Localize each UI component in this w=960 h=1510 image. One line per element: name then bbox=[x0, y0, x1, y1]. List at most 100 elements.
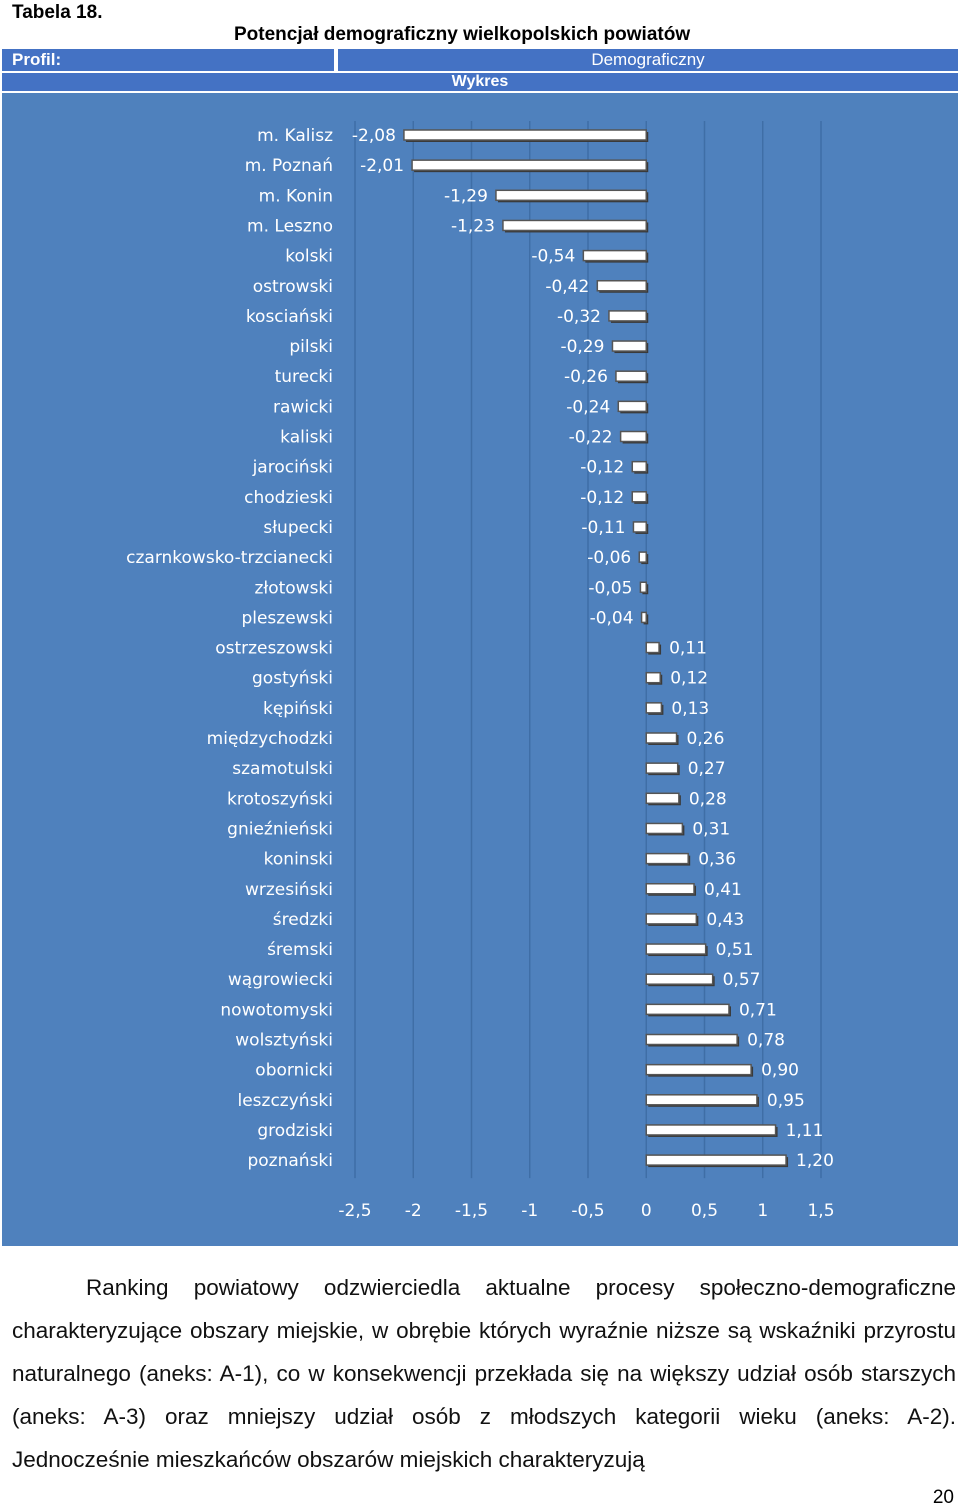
data-label: -0,29 bbox=[560, 337, 604, 357]
bar bbox=[645, 1003, 730, 1016]
data-label: 0,31 bbox=[692, 819, 730, 839]
category-label: ostrzeszowski bbox=[215, 639, 333, 659]
bar bbox=[502, 219, 647, 232]
category-label: kaliski bbox=[280, 428, 333, 448]
bar bbox=[640, 611, 648, 624]
data-label: -0,26 bbox=[564, 367, 608, 387]
category-label: wolsztyński bbox=[235, 1031, 333, 1051]
bar bbox=[495, 189, 647, 202]
bar bbox=[617, 400, 647, 413]
data-label: -0,42 bbox=[545, 277, 589, 297]
bar bbox=[645, 702, 663, 714]
category-label: m. Konin bbox=[259, 186, 333, 206]
data-label: -0,54 bbox=[531, 247, 575, 267]
category-label: ostrowski bbox=[253, 277, 333, 297]
category-label: m. Kalisz bbox=[257, 126, 333, 146]
data-label: 0,43 bbox=[706, 910, 744, 930]
bar bbox=[631, 491, 648, 503]
bar bbox=[645, 1154, 787, 1166]
page-number: 20 bbox=[932, 1487, 954, 1508]
data-label: 0,13 bbox=[671, 699, 709, 719]
bar bbox=[645, 943, 707, 955]
category-label: wrzesiński bbox=[245, 880, 333, 900]
data-label: -0,12 bbox=[580, 488, 624, 508]
bar bbox=[596, 280, 648, 292]
x-tick-label: -2,5 bbox=[338, 1201, 371, 1221]
category-label: pilski bbox=[289, 337, 333, 357]
wykres-label: Wykres bbox=[2, 73, 958, 91]
bar bbox=[645, 913, 698, 925]
data-label: -0,32 bbox=[557, 307, 601, 327]
data-label: 1,20 bbox=[796, 1151, 834, 1171]
category-label: kosciański bbox=[246, 307, 333, 327]
data-label: 0,51 bbox=[716, 940, 754, 960]
data-label: 0,26 bbox=[687, 729, 725, 749]
bar bbox=[645, 852, 689, 865]
category-label: kolski bbox=[285, 247, 333, 267]
page-title: Potencjał demograficzny wielkopolskich p… bbox=[234, 24, 691, 45]
bar bbox=[645, 762, 679, 774]
data-label: 0,41 bbox=[704, 880, 742, 900]
bar bbox=[645, 1063, 752, 1076]
data-label: 0,57 bbox=[723, 970, 761, 990]
bar bbox=[639, 581, 647, 593]
category-label: jarociński bbox=[252, 458, 333, 478]
bar bbox=[645, 1033, 738, 1046]
category-label: turecki bbox=[275, 367, 333, 387]
data-label: 0,27 bbox=[688, 759, 726, 779]
category-label: wągrowiecki bbox=[228, 970, 333, 990]
bar bbox=[615, 370, 648, 382]
data-label: 0,36 bbox=[698, 850, 736, 870]
data-label: 0,71 bbox=[739, 1000, 777, 1020]
bar bbox=[645, 1124, 777, 1136]
data-label: 1,11 bbox=[786, 1121, 824, 1141]
category-label: poznański bbox=[247, 1151, 333, 1171]
category-label: rawicki bbox=[273, 397, 333, 417]
bar bbox=[645, 671, 661, 684]
category-label: międzychodzki bbox=[207, 729, 333, 749]
data-label: -0,12 bbox=[580, 458, 624, 478]
x-tick-label: 1,5 bbox=[807, 1201, 834, 1221]
x-tick-label: -1,5 bbox=[455, 1201, 488, 1221]
data-label: -1,29 bbox=[444, 186, 488, 206]
x-tick-label: 0,5 bbox=[691, 1201, 718, 1221]
category-label: szamotulski bbox=[232, 759, 333, 779]
bar bbox=[645, 973, 714, 985]
bar bbox=[619, 430, 647, 443]
data-label: 0,11 bbox=[669, 639, 707, 659]
data-label: -0,24 bbox=[566, 397, 610, 417]
category-label: słupecki bbox=[263, 518, 333, 538]
category-label: koninski bbox=[264, 850, 333, 870]
category-label: pleszewski bbox=[241, 608, 333, 628]
x-tick-label: 1 bbox=[757, 1201, 768, 1221]
data-label: 0,12 bbox=[670, 669, 708, 689]
bar bbox=[631, 460, 648, 473]
data-label: -1,23 bbox=[451, 216, 495, 236]
category-label: gostyński bbox=[252, 669, 333, 689]
category-label: grodziski bbox=[257, 1121, 333, 1141]
bar bbox=[611, 340, 648, 352]
data-label: -0,05 bbox=[588, 578, 632, 598]
category-label: śremski bbox=[267, 940, 333, 960]
data-label: -2,01 bbox=[360, 156, 404, 176]
data-label: 0,90 bbox=[761, 1061, 799, 1081]
data-label: -0,22 bbox=[569, 428, 613, 448]
profil-label: Profil: bbox=[2, 49, 334, 71]
category-label: leszczyński bbox=[238, 1091, 334, 1111]
table-number: Tabela 18. bbox=[12, 2, 103, 23]
category-label: kępiński bbox=[263, 699, 333, 719]
bar bbox=[645, 822, 684, 835]
category-label: gnieźnieński bbox=[227, 819, 333, 839]
paragraph-text: Ranking powiatowy odzwierciedla aktualne… bbox=[12, 1275, 956, 1472]
data-label: 0,28 bbox=[689, 789, 727, 809]
category-label: m. Leszno bbox=[247, 216, 333, 236]
data-label: -0,04 bbox=[590, 608, 634, 628]
profil-value: Demograficzny bbox=[338, 49, 958, 71]
x-tick-label: -1 bbox=[521, 1201, 538, 1221]
bar bbox=[411, 159, 647, 171]
bar bbox=[403, 129, 647, 141]
category-label: chodzieski bbox=[244, 488, 333, 508]
category-label: czarnkowsko-trzcianecki bbox=[126, 548, 333, 568]
bar bbox=[645, 792, 680, 805]
x-tick-label: 0 bbox=[641, 1201, 652, 1221]
